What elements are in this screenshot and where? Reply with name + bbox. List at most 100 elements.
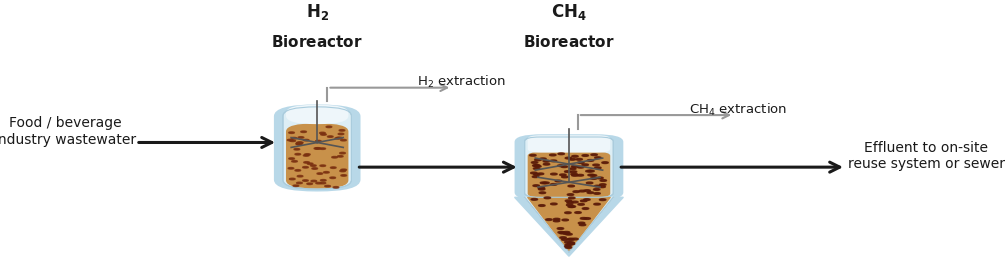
Circle shape	[539, 188, 545, 190]
Circle shape	[340, 169, 346, 171]
Circle shape	[288, 167, 294, 169]
Circle shape	[565, 247, 572, 248]
Circle shape	[570, 168, 576, 170]
Circle shape	[323, 172, 329, 173]
Circle shape	[535, 165, 541, 167]
Circle shape	[539, 192, 546, 194]
Circle shape	[541, 182, 547, 184]
Circle shape	[301, 131, 306, 133]
Circle shape	[326, 126, 331, 128]
Circle shape	[577, 166, 584, 168]
Circle shape	[582, 155, 588, 156]
Circle shape	[550, 160, 557, 162]
Circle shape	[587, 192, 593, 193]
Circle shape	[330, 177, 335, 179]
Circle shape	[565, 241, 571, 243]
Circle shape	[544, 197, 551, 199]
Circle shape	[576, 158, 582, 160]
Circle shape	[543, 160, 550, 162]
Circle shape	[531, 172, 537, 174]
Circle shape	[561, 166, 568, 168]
Circle shape	[580, 200, 587, 202]
Circle shape	[588, 170, 594, 172]
Circle shape	[593, 164, 599, 166]
FancyBboxPatch shape	[515, 134, 623, 200]
Circle shape	[566, 233, 572, 235]
Circle shape	[331, 156, 337, 158]
Circle shape	[565, 200, 572, 202]
Circle shape	[303, 155, 309, 156]
Circle shape	[298, 137, 304, 138]
Circle shape	[311, 180, 316, 182]
Circle shape	[327, 136, 333, 137]
Circle shape	[540, 158, 546, 160]
Circle shape	[335, 138, 340, 139]
Circle shape	[584, 190, 590, 192]
Circle shape	[565, 157, 572, 159]
Polygon shape	[528, 197, 610, 251]
Circle shape	[289, 132, 294, 133]
Circle shape	[569, 158, 576, 160]
Circle shape	[595, 157, 601, 159]
Circle shape	[565, 246, 571, 247]
Circle shape	[320, 182, 325, 184]
Circle shape	[337, 156, 343, 157]
Circle shape	[555, 180, 562, 182]
Circle shape	[340, 139, 346, 141]
Circle shape	[582, 164, 588, 166]
Circle shape	[290, 140, 295, 142]
Circle shape	[594, 203, 600, 205]
Circle shape	[599, 199, 606, 201]
Circle shape	[535, 159, 541, 161]
Circle shape	[307, 163, 313, 164]
Circle shape	[336, 137, 342, 139]
Circle shape	[584, 199, 590, 201]
Polygon shape	[525, 197, 613, 252]
Circle shape	[582, 208, 589, 209]
Circle shape	[320, 179, 326, 181]
FancyBboxPatch shape	[528, 135, 610, 153]
Circle shape	[297, 182, 302, 184]
Circle shape	[594, 185, 601, 187]
Text: Food / beverage
industry wastewater: Food / beverage industry wastewater	[0, 116, 137, 147]
Circle shape	[303, 139, 309, 141]
Circle shape	[293, 185, 299, 187]
Circle shape	[315, 140, 321, 142]
Circle shape	[291, 137, 297, 139]
Circle shape	[566, 204, 573, 206]
Circle shape	[591, 154, 597, 156]
Circle shape	[325, 185, 330, 187]
Circle shape	[551, 173, 557, 175]
Circle shape	[569, 206, 576, 207]
Circle shape	[600, 180, 606, 181]
Circle shape	[573, 191, 579, 193]
Circle shape	[554, 218, 560, 220]
Circle shape	[568, 185, 574, 187]
Circle shape	[562, 219, 568, 221]
Circle shape	[571, 165, 578, 167]
Circle shape	[339, 170, 345, 172]
Circle shape	[597, 177, 603, 179]
Circle shape	[296, 142, 302, 144]
Circle shape	[568, 243, 574, 245]
Circle shape	[560, 237, 566, 238]
Circle shape	[572, 238, 578, 240]
Circle shape	[593, 189, 600, 190]
Circle shape	[297, 142, 303, 144]
Text: $\mathbf{Bioreactor}$: $\mathbf{Bioreactor}$	[271, 35, 364, 50]
Circle shape	[567, 238, 574, 240]
Circle shape	[551, 184, 557, 185]
Circle shape	[544, 163, 550, 165]
Circle shape	[579, 190, 585, 192]
Circle shape	[565, 244, 572, 246]
Circle shape	[563, 233, 570, 235]
Text: $\mathbf{CH_4}$: $\mathbf{CH_4}$	[551, 2, 587, 22]
Circle shape	[539, 205, 545, 206]
Circle shape	[534, 174, 540, 175]
Circle shape	[567, 194, 574, 195]
Circle shape	[314, 148, 320, 149]
Circle shape	[531, 198, 538, 200]
Circle shape	[590, 178, 597, 179]
Circle shape	[341, 175, 346, 176]
Circle shape	[590, 175, 597, 176]
